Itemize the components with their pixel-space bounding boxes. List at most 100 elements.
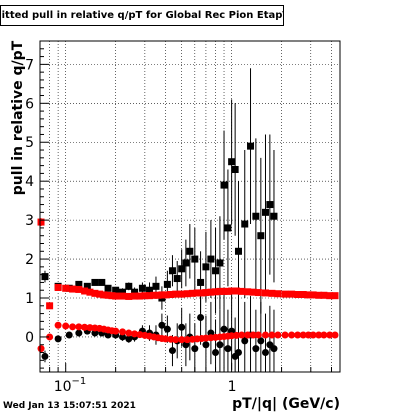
data-point-circle [119,328,127,336]
data-point-square [69,285,77,293]
data-point-square [281,290,289,298]
data-point-circle [270,345,278,353]
data-point-square [249,288,257,296]
data-point-circle [197,313,205,321]
data-point-square [294,291,302,299]
data-point-square [320,291,328,299]
data-point-square [183,290,191,298]
data-point-circle [62,322,70,330]
data-point-square [304,291,312,299]
data-point-square [131,292,139,300]
data-point-square [62,284,70,292]
data-point-square [167,291,175,299]
data-point-circle [125,335,133,343]
data-point-square [86,288,94,296]
y-axis-label: pull in relative q/pT [10,40,26,196]
data-point-circle [112,327,120,335]
data-point-square [220,181,228,189]
data-point-circle [91,329,99,337]
data-point-square [162,291,170,299]
data-point-square [146,292,154,300]
chart-title: Fitted pull in relative q/pT for Global … [0,5,284,26]
data-point-square [146,286,154,294]
data-point-square [234,247,242,255]
data-point-square [178,290,186,298]
data-point-square [119,288,127,296]
data-point-circle [288,331,296,339]
data-point-square [108,292,116,300]
data-point-circle [158,321,166,329]
data-point-square [188,289,196,297]
data-point-square [112,286,120,294]
data-point-circle [261,331,269,339]
y-tick-label: 5 [25,135,34,151]
data-point-square [154,291,162,299]
data-point-square [261,289,269,297]
data-point-square [83,282,91,290]
data-point-circle [238,331,246,339]
data-point-circle [131,330,139,338]
data-point-circle [261,349,269,357]
data-point-circle [216,341,224,349]
data-point-square [152,282,160,290]
data-point-square [125,282,133,290]
data-point-square [231,166,239,174]
data-point-circle [81,323,89,331]
data-point-square [212,267,220,275]
x-axis-ticks: 10−1 1 [39,363,333,395]
data-point-square [104,284,112,292]
data-point-square [274,290,282,298]
data-point-square [216,259,224,267]
data-point-square [241,220,249,228]
data-point-square [46,302,54,310]
data-point-square [158,291,166,299]
data-point-circle [234,349,242,357]
data-point-square [202,289,210,297]
x-tick-label: 10−1 [54,376,87,395]
data-point-circle [54,335,62,343]
data-point-square [191,255,199,263]
data-point-circle [125,329,133,337]
y-tick-label: 1 [25,291,34,307]
data-point-circle [257,337,265,345]
data-point-square [138,284,146,292]
data-point-circle [75,323,83,331]
data-point-square [104,291,112,299]
data-point-square [212,288,220,296]
data-point-square [173,275,181,283]
data-point-circle [172,336,180,344]
data-point-circle [162,335,170,343]
data-point-circle [309,331,317,339]
data-point-square [96,290,104,298]
data-point-square [91,289,99,297]
data-point-square [238,287,246,295]
data-point-square [270,212,278,220]
data-point-circle [191,345,199,353]
data-point-square [119,292,127,300]
data-point-square [288,290,296,298]
data-point-square [309,291,317,299]
data-point-circle [65,331,73,339]
y-tick-label: 0 [25,330,34,346]
data-point-square [41,273,49,281]
data-point-square [244,288,252,296]
data-point-circle [37,345,45,353]
x-axis-label: pT/|q| (GeV/c) [232,396,340,412]
y-axis-ticks: 0 1 2 3 4 5 6 7 [25,48,49,369]
data-point-square [326,292,334,300]
data-point-square [182,259,190,267]
data-point-circle [268,331,276,339]
y-tick-label: 6 [25,96,34,112]
data-point-circle [274,331,282,339]
data-point-circle [326,331,334,339]
y-tick-label: 3 [25,213,34,229]
data-point-circle [249,331,257,339]
data-point-circle [315,331,323,339]
data-point-square [136,292,144,300]
data-point-square [228,287,236,295]
data-point-circle [178,336,186,344]
x-tick-label: 1 [228,379,237,395]
data-point-circle [252,345,260,353]
data-point-circle [331,331,339,339]
